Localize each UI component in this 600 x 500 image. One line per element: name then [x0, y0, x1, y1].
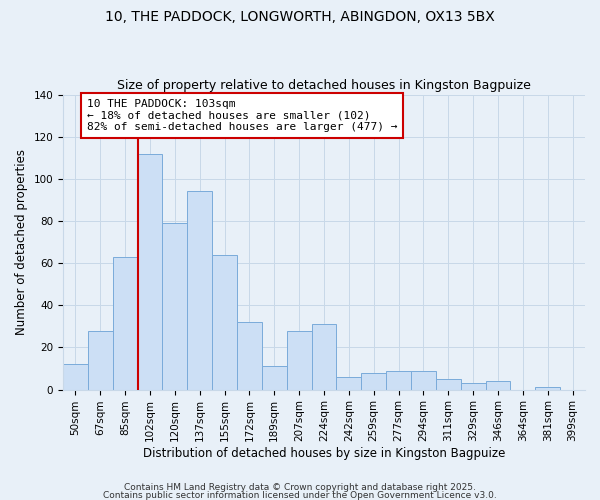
Bar — [287, 330, 311, 390]
Text: Contains public sector information licensed under the Open Government Licence v3: Contains public sector information licen… — [103, 490, 497, 500]
Title: Size of property relative to detached houses in Kingston Bagpuize: Size of property relative to detached ho… — [117, 79, 531, 92]
Text: 10, THE PADDOCK, LONGWORTH, ABINGDON, OX13 5BX: 10, THE PADDOCK, LONGWORTH, ABINGDON, OX… — [105, 10, 495, 24]
Bar — [485, 381, 511, 390]
Bar — [386, 370, 411, 390]
Bar — [88, 330, 113, 390]
Bar — [461, 384, 485, 390]
Bar — [361, 372, 386, 390]
X-axis label: Distribution of detached houses by size in Kingston Bagpuize: Distribution of detached houses by size … — [143, 447, 505, 460]
Bar — [113, 257, 137, 390]
Bar — [137, 154, 163, 390]
Bar — [436, 379, 461, 390]
Bar — [212, 254, 237, 390]
Bar — [237, 322, 262, 390]
Bar — [337, 377, 361, 390]
Bar — [311, 324, 337, 390]
Text: 10 THE PADDOCK: 103sqm
← 18% of detached houses are smaller (102)
82% of semi-de: 10 THE PADDOCK: 103sqm ← 18% of detached… — [86, 99, 397, 132]
Bar — [163, 223, 187, 390]
Text: Contains HM Land Registry data © Crown copyright and database right 2025.: Contains HM Land Registry data © Crown c… — [124, 484, 476, 492]
Bar — [411, 370, 436, 390]
Bar — [63, 364, 88, 390]
Bar — [187, 192, 212, 390]
Bar — [262, 366, 287, 390]
Y-axis label: Number of detached properties: Number of detached properties — [15, 149, 28, 335]
Bar — [535, 388, 560, 390]
